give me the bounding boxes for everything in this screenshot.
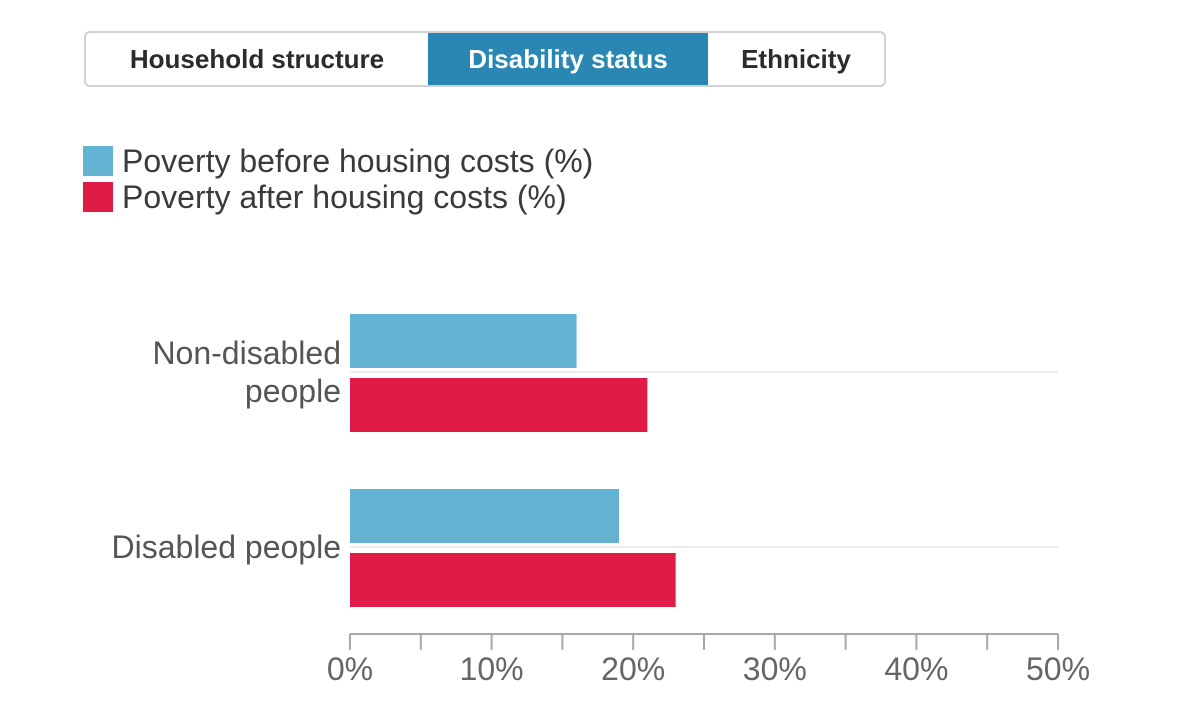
legend-item-before: Poverty before housing costs (%) xyxy=(83,143,593,179)
legend-label-before: Poverty before housing costs (%) xyxy=(122,142,594,179)
chart-legend: Poverty before housing costs (%) Poverty… xyxy=(83,143,593,215)
category-label: people xyxy=(245,373,341,409)
legend-item-after: Poverty after housing costs (%) xyxy=(83,179,593,215)
tab-household-structure[interactable]: Household structure xyxy=(129,43,385,74)
x-tick-label: 20% xyxy=(601,651,665,687)
x-tick-label: 0% xyxy=(327,651,373,687)
x-tick-label: 50% xyxy=(1026,651,1090,687)
category-label: Non-disabled xyxy=(152,335,341,371)
x-tick-label: 40% xyxy=(884,651,948,687)
legend-label-after: Poverty after housing costs (%) xyxy=(122,178,567,215)
bar-before-housing-1 xyxy=(350,489,620,543)
legend-swatch-before xyxy=(83,146,113,176)
tab-bar: Household structure Disability status Et… xyxy=(84,31,886,87)
x-tick-label: 30% xyxy=(743,651,807,687)
legend-swatch-after xyxy=(83,182,113,212)
tab-ethnicity[interactable]: Ethnicity xyxy=(741,43,851,74)
x-tick-label: 10% xyxy=(460,651,524,687)
bar-before-housing-0 xyxy=(350,314,577,368)
bar-after-housing-1 xyxy=(350,553,676,607)
category-label: Disabled people xyxy=(112,529,342,565)
tab-disability-status[interactable]: Disability status xyxy=(428,33,708,85)
bar-after-housing-0 xyxy=(350,378,648,432)
